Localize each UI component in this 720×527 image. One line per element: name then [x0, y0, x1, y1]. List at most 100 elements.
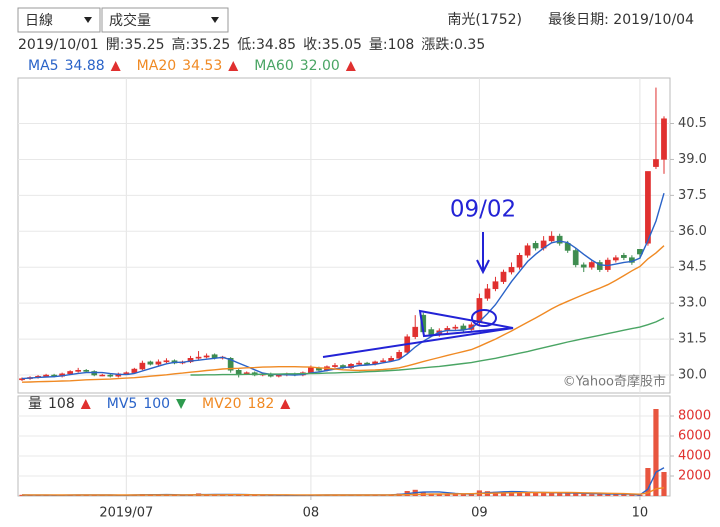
- candle-body: [653, 159, 659, 167]
- annotation-shapes: [322, 232, 514, 358]
- legend-value: 34.88: [65, 58, 105, 74]
- volume-bar: [645, 468, 651, 496]
- candle-body: [621, 255, 627, 258]
- candle-body: [516, 255, 523, 268]
- watermark: ©Yahoo奇摩股市: [563, 374, 666, 390]
- candle-body: [332, 365, 338, 367]
- legend-value: 34.53: [182, 58, 222, 74]
- candle-body: [396, 352, 403, 359]
- legend-name: MA5: [28, 58, 59, 74]
- volume-bar: [99, 495, 105, 496]
- candle-body: [548, 235, 555, 242]
- quote-item: 高:35.25: [172, 36, 231, 53]
- volume-bar: [492, 491, 499, 496]
- candle-body: [412, 326, 419, 337]
- volume-bar: [500, 492, 507, 496]
- trend-arrow: [345, 61, 356, 71]
- dropdown-box[interactable]: [101, 7, 229, 33]
- volume-bar: [541, 492, 547, 496]
- volume-bar: [532, 493, 539, 496]
- dropdown-text[interactable]: 成交量: [109, 12, 151, 29]
- volume-bar: [460, 494, 466, 496]
- volume-bar: [597, 494, 603, 496]
- volume-bar: [557, 493, 563, 496]
- volume-bar: [629, 494, 635, 496]
- x-tick-label: 10: [632, 506, 649, 521]
- quote-item: 量:108: [369, 37, 414, 53]
- candle-body: [508, 266, 515, 273]
- candle-body: [308, 367, 314, 373]
- volume-bar: [516, 491, 523, 496]
- trend-arrow: [80, 399, 91, 409]
- chart-layer: 30.0 31.5 33.0 34.5 36.0 37.5 39.0 40.5 MA5 34.88…: [17, 58, 711, 521]
- volume-bar: [613, 494, 619, 496]
- trend-arrow: [110, 61, 121, 71]
- candle-body: [524, 245, 531, 256]
- legend-name: MA60: [254, 58, 293, 74]
- y-tick-label: 4000: [678, 449, 711, 464]
- candle-body: [91, 371, 98, 376]
- quote-item: 收:35.05: [303, 37, 362, 53]
- volume-bar: [252, 495, 258, 496]
- candle-body: [500, 271, 507, 282]
- trend-arrow: [228, 61, 239, 71]
- legend-name: MA20: [137, 58, 176, 74]
- y-tick-label: 36.0: [678, 224, 707, 239]
- volume-bar: [468, 493, 474, 496]
- y-tick-label: 33.0: [678, 296, 707, 311]
- trend-arrow: [280, 399, 291, 409]
- quote-item: 開:35.25: [106, 37, 165, 53]
- candle-body: [572, 250, 579, 266]
- y-tick-label: 8000: [678, 409, 711, 424]
- panel: 2000 4000 6000 8000 量 108 MV5 100 MV20 182: [17, 395, 711, 497]
- y-tick-label: 37.5: [678, 188, 707, 203]
- candle-body: [107, 374, 114, 377]
- candle-body: [356, 362, 362, 365]
- y-tick-label: 34.5: [678, 260, 707, 275]
- trend-arrow: [176, 399, 187, 409]
- candle-body: [163, 360, 170, 363]
- indicator-dropdown[interactable]: 成交量: [101, 7, 229, 33]
- moving-average-line: [21, 193, 665, 380]
- legend-value: 32.00: [300, 58, 340, 74]
- candle-body: [99, 374, 106, 377]
- y-tick-label: 40.5: [678, 116, 707, 131]
- volume-bar: [621, 494, 627, 496]
- legend-value: 182: [248, 396, 275, 412]
- candle-body: [123, 372, 130, 375]
- quote-item: 2019/10/01: [18, 37, 99, 53]
- candle-body: [131, 368, 138, 373]
- y-tick-label: 31.5: [678, 332, 707, 347]
- volume-bar: [524, 492, 531, 496]
- trend-line: [322, 327, 514, 358]
- volume-bar: [661, 472, 667, 496]
- y-tick-label: 39.0: [678, 152, 707, 167]
- volume-bar: [452, 493, 458, 496]
- last-date: 最後日期: 2019/10/04: [548, 12, 694, 28]
- candle-body: [187, 358, 194, 363]
- volume-bar: [220, 495, 226, 496]
- dropdown-arrow[interactable]: [211, 17, 219, 23]
- moving-average-line: [21, 245, 665, 383]
- legend-name: MV20: [202, 396, 241, 412]
- candle-body: [83, 369, 90, 372]
- volume-bar: [605, 493, 611, 496]
- volume-bar: [260, 495, 266, 496]
- candle-body: [588, 262, 595, 268]
- candle-body: [468, 324, 475, 330]
- candle-body: [428, 329, 435, 335]
- period-dropdown[interactable]: 日線: [17, 7, 101, 33]
- annotation-arrowhead: [476, 259, 490, 275]
- dropdown-arrow[interactable]: [84, 17, 92, 23]
- candle-body: [452, 326, 459, 329]
- dropdown-text[interactable]: 日線: [25, 13, 53, 29]
- y-tick-label: 2000: [678, 469, 711, 484]
- candle-body: [139, 362, 146, 370]
- candle-body: [484, 288, 491, 299]
- candle-body: [147, 361, 154, 365]
- candle-body: [380, 360, 386, 363]
- legend-value: 100: [143, 396, 170, 412]
- stock-name: 南光(1752): [447, 12, 522, 28]
- panel: 30.0 31.5 33.0 34.5 36.0 37.5 39.0 40.5 MA5 34.88…: [17, 58, 707, 394]
